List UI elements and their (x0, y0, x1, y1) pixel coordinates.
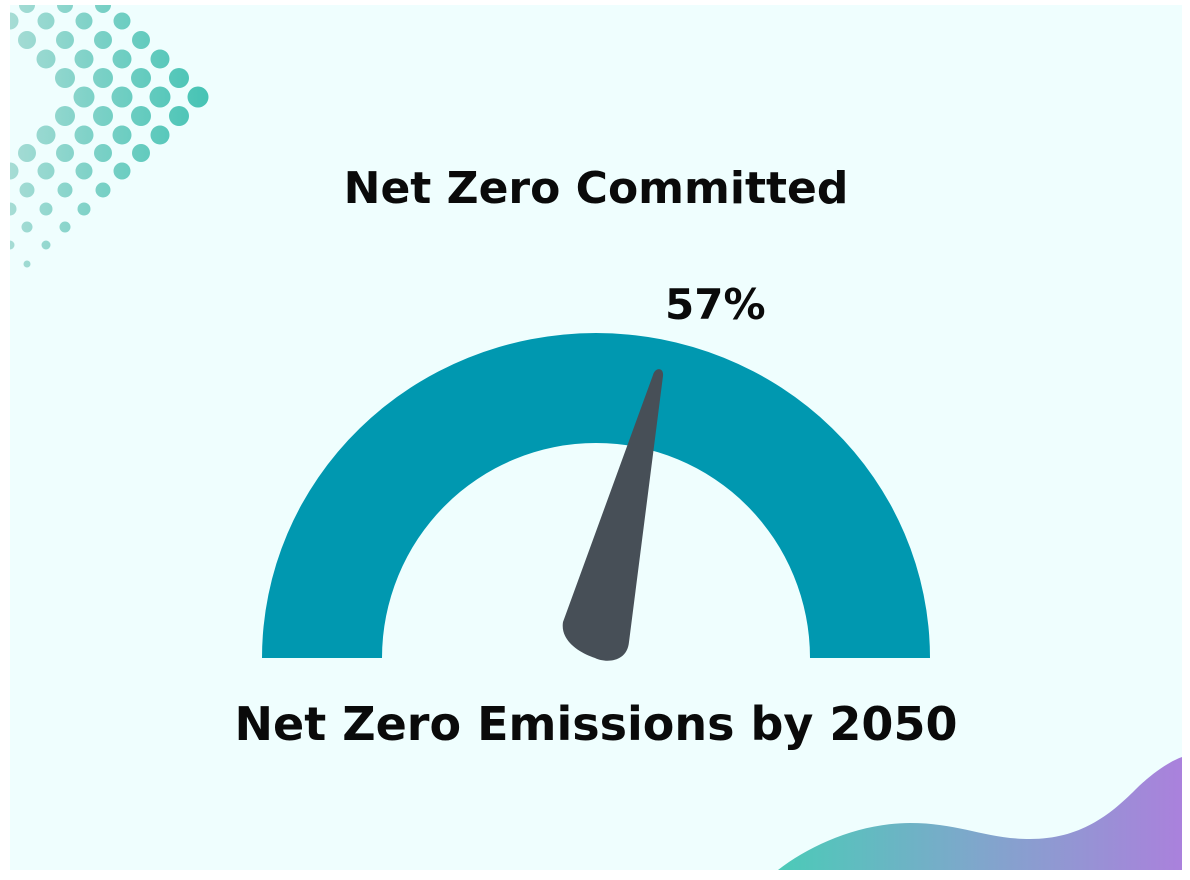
decorative-dot (94, 144, 112, 162)
decorative-dot (57, 182, 73, 198)
decorative-dot (74, 125, 94, 145)
decorative-dot (59, 221, 71, 233)
decorative-dot (19, 5, 35, 13)
decorative-dot (10, 240, 15, 250)
decorative-dot (77, 202, 91, 216)
decorative-dot (131, 68, 151, 88)
decorative-dot (75, 162, 93, 180)
decorative-dot (132, 31, 150, 49)
decorative-dot (55, 106, 75, 126)
decorative-dot (55, 68, 75, 88)
decorative-dot (36, 49, 56, 69)
decorative-dot (18, 31, 36, 49)
decorative-dot (10, 162, 19, 180)
gauge-caption: Net Zero Emissions by 2050 (234, 697, 958, 751)
decorative-dot (41, 240, 51, 250)
decorative-dot (10, 202, 17, 216)
gauge-arc (262, 333, 930, 658)
decorative-dot (149, 86, 171, 108)
decorative-dot (93, 68, 113, 88)
decorative-dot (150, 125, 170, 145)
decorative-dot (169, 106, 189, 126)
decorative-dot (112, 49, 132, 69)
decorative-dot (73, 86, 95, 108)
gauge-needle (562, 369, 664, 661)
decorative-dot (36, 125, 56, 145)
decorative-dot (95, 182, 111, 198)
wave-decoration (778, 757, 1182, 870)
decorative-dot (113, 12, 131, 30)
gauge-chart (262, 333, 930, 661)
infographic-panel: Net Zero Committed 57% Net Zero Emission… (10, 5, 1182, 870)
decorative-dot (56, 144, 74, 162)
decorative-dot (132, 144, 150, 162)
decorative-dot (10, 12, 19, 30)
decorative-dot (57, 5, 73, 13)
decorative-dot (113, 162, 131, 180)
decorative-dot (75, 12, 93, 30)
decorative-dot (150, 49, 170, 69)
decorative-dot (187, 86, 209, 108)
decorative-dot (23, 260, 31, 268)
decorative-dot (169, 68, 189, 88)
decorative-dot (37, 12, 55, 30)
gauge-value-label: 57% (665, 280, 766, 329)
decorative-dot (111, 86, 133, 108)
decorative-dot (56, 31, 74, 49)
decorative-dot (74, 49, 94, 69)
chart-title: Net Zero Committed (343, 163, 849, 214)
decorative-dot (18, 144, 36, 162)
decorative-dot (112, 125, 132, 145)
decorative-dot (37, 162, 55, 180)
decorative-dot (93, 106, 113, 126)
decorative-dot (95, 5, 111, 13)
decorative-dot (19, 182, 35, 198)
dot-pattern-decoration (10, 5, 209, 268)
decorative-dot (94, 31, 112, 49)
decorative-dot (131, 106, 151, 126)
decorative-dot (39, 202, 53, 216)
decorative-dot (21, 221, 33, 233)
